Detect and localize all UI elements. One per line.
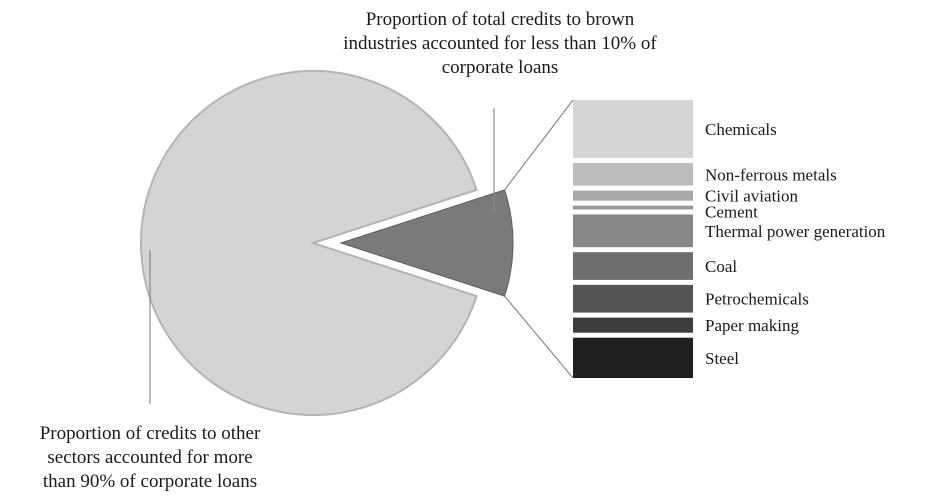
- bar-label-cement: Cement: [705, 203, 758, 222]
- other-annotation-line-2: sectors accounted for more: [47, 447, 253, 468]
- bar-segment-chemicals: [573, 100, 693, 158]
- pie-slice-other-sectors: [140, 70, 478, 416]
- brown-annotation-line-3: corporate loans: [441, 57, 559, 78]
- brown-annotation-line-2: industries accounted for less than 10% o…: [343, 33, 657, 54]
- bar-segment-paper-making: [573, 317, 693, 333]
- bar-label-civil-aviation: Civil aviation: [705, 187, 799, 206]
- other-annotation-line-1: Proportion of credits to other: [39, 423, 261, 444]
- breakdown-bar: Chemicals Non-ferrous metals Civil aviatio…: [573, 100, 886, 378]
- bar-label-petrochemicals: Petrochemicals: [705, 290, 809, 309]
- bar-segment-non-ferrous-metals: [573, 162, 693, 186]
- leader-line-bottom: [504, 295, 574, 379]
- bar-label-paper-making: Paper making: [705, 316, 799, 335]
- bar-segment-steel: [573, 337, 693, 378]
- leader-line-top: [504, 99, 574, 191]
- bar-label-non-ferrous-metals: Non-ferrous metals: [705, 165, 837, 184]
- bar-label-steel: Steel: [705, 349, 739, 368]
- pie-group: [140, 70, 514, 416]
- brown-annotation-line-1: Proportion of total credits to brown: [365, 9, 635, 30]
- other-annotation-line-3: than 90% of corporate loans: [42, 471, 258, 492]
- brown-industries-annotation: Proportion of total credits to brown ind…: [290, 8, 710, 80]
- other-sectors-annotation: Proportion of credits to other sectors a…: [0, 422, 300, 494]
- bar-segment-thermal-power-generation: [573, 214, 693, 248]
- bar-segment-coal: [573, 252, 693, 280]
- pie-slice-brown-industries: [339, 189, 514, 297]
- bar-segment-cement: [573, 205, 693, 210]
- bar-segment-petrochemicals: [573, 284, 693, 313]
- bar-segment-civil-aviation: [573, 190, 693, 201]
- bar-label-chemicals: Chemicals: [705, 120, 777, 139]
- leader-lines: [149, 99, 574, 404]
- bar-label-coal: Coal: [705, 257, 737, 276]
- bar-label-thermal-power-generation: Thermal power generation: [705, 222, 886, 241]
